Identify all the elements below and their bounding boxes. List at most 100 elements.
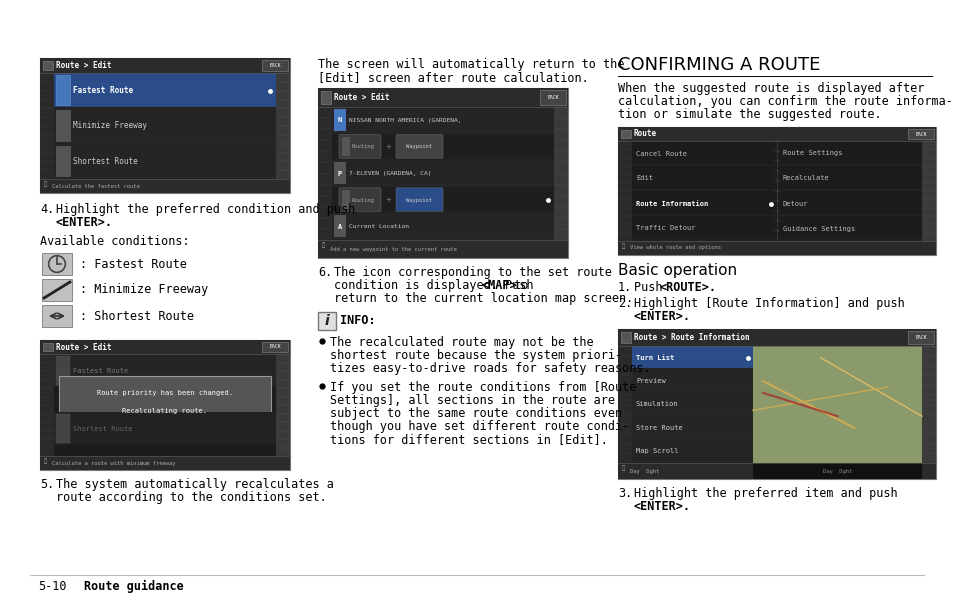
Bar [275,354,290,456]
Text: subject to the same route conditions even: subject to the same route conditions eve… [330,407,621,420]
Text: P: P [337,170,342,176]
Text: ⓘ: ⓘ [44,181,48,187]
Bar [332,160,554,186]
Bar [332,213,554,239]
Text: Shortest Route: Shortest Route [73,157,137,166]
Bar [618,329,935,479]
Text: +: + [385,144,391,150]
Text: 4.: 4. [40,203,54,216]
Text: The screen will automatically return to the: The screen will automatically return to … [317,58,623,71]
Bar [317,88,567,258]
Bar [618,241,935,255]
Bar [40,456,290,470]
Text: Highlight the preferred condition and push: Highlight the preferred condition and pu… [56,203,355,216]
Text: Add a new waypoint to the current route: Add a new waypoint to the current route [330,246,456,252]
Text: Simulation: Simulation [636,401,678,407]
Text: Calculate the fastest route: Calculate the fastest route [52,184,139,188]
Text: Traffic Detour: Traffic Detour [636,226,695,232]
Text: though you have set different route condi-: though you have set different route cond… [330,420,629,433]
Bar [56,110,70,140]
Text: The system automatically recalculates a: The system automatically recalculates a [56,478,334,491]
Text: Waypoint: Waypoint [406,145,432,150]
Text: shortest route because the system priori-: shortest route because the system priori… [330,349,621,362]
Text: View whole route and options: View whole route and options [629,246,720,250]
Bar [54,73,275,108]
Bar [341,137,350,156]
Text: Highlight [Route Information] and push: Highlight [Route Information] and push [634,297,903,310]
Text: tion or simulate the suggested route.: tion or simulate the suggested route. [618,108,881,121]
Bar [341,190,350,209]
Text: Route > Route Information: Route > Route Information [634,333,749,342]
Bar [618,127,935,141]
Bar [620,130,630,138]
Bar [618,141,631,241]
Bar [631,393,752,415]
FancyBboxPatch shape [395,188,442,212]
Text: Recalculating route.: Recalculating route. [122,408,208,414]
Text: Highlight the preferred item and push: Highlight the preferred item and push [634,487,897,500]
Text: calculation, you can confirm the route informa-: calculation, you can confirm the route i… [618,95,952,108]
Bar [631,416,752,438]
Text: If you set the route conditions from [Route: If you set the route conditions from [Ro… [330,381,636,394]
Bar [752,463,921,479]
Text: Route > Edit: Route > Edit [56,342,112,351]
Text: : Minimize Freeway: : Minimize Freeway [80,283,208,297]
Bar [332,187,554,212]
Bar [56,414,70,443]
Bar [907,331,933,344]
Text: BACK: BACK [547,95,558,100]
Text: Preview: Preview [636,378,665,384]
Text: tions for different sections in [Edit].: tions for different sections in [Edit]. [330,433,607,446]
Bar [921,141,935,241]
Text: BACK: BACK [269,345,280,350]
Text: Fastest Route: Fastest Route [73,368,128,374]
FancyBboxPatch shape [395,134,442,158]
Text: BACK: BACK [914,131,925,137]
Text: i: i [324,314,329,328]
Bar [42,279,71,301]
Text: N: N [337,117,342,123]
Bar [40,354,54,456]
Text: Available conditions:: Available conditions: [40,235,190,248]
Bar [56,356,70,385]
Bar [921,346,935,463]
Text: The icon corresponding to the set route: The icon corresponding to the set route [334,266,611,279]
Bar [332,107,554,133]
Text: Route > Edit: Route > Edit [56,61,112,70]
Text: Day  Dght: Day Dght [629,469,659,474]
Bar [42,305,71,327]
Text: Cancel Route: Cancel Route [636,151,686,156]
Text: Waypoint: Waypoint [406,198,432,202]
Bar [54,108,275,143]
Bar [907,129,933,139]
Text: BACK: BACK [914,335,925,340]
Text: ⓘ: ⓘ [621,465,624,471]
Text: When the suggested route is displayed after: When the suggested route is displayed af… [618,82,923,95]
Bar [631,440,752,462]
Bar [43,343,53,351]
Bar [334,109,346,131]
Text: Route: Route [634,130,657,139]
Text: : Shortest Route: : Shortest Route [80,309,193,322]
Text: 5-10: 5-10 [38,580,67,593]
Bar [332,134,554,159]
Bar [752,346,921,463]
Text: <ROUTE>.: <ROUTE>. [659,281,716,294]
Text: Route guidance: Route guidance [84,580,184,593]
Bar [40,58,290,73]
Text: Push: Push [634,281,669,294]
Text: +: + [385,197,391,203]
Bar [631,346,752,368]
FancyBboxPatch shape [338,188,380,212]
Bar [40,340,290,470]
Bar [262,60,288,71]
Text: Map Scroll: Map Scroll [636,448,678,454]
Text: <ENTER>.: <ENTER>. [634,310,690,323]
Text: Route priority has been changed.: Route priority has been changed. [97,390,233,396]
Text: Route Settings: Route Settings [782,151,841,156]
Text: Edit: Edit [636,176,652,182]
Bar [54,412,275,445]
Bar [334,162,346,184]
Text: Detour: Detour [782,201,807,207]
Text: CONFIRMING A ROUTE: CONFIRMING A ROUTE [618,56,820,74]
